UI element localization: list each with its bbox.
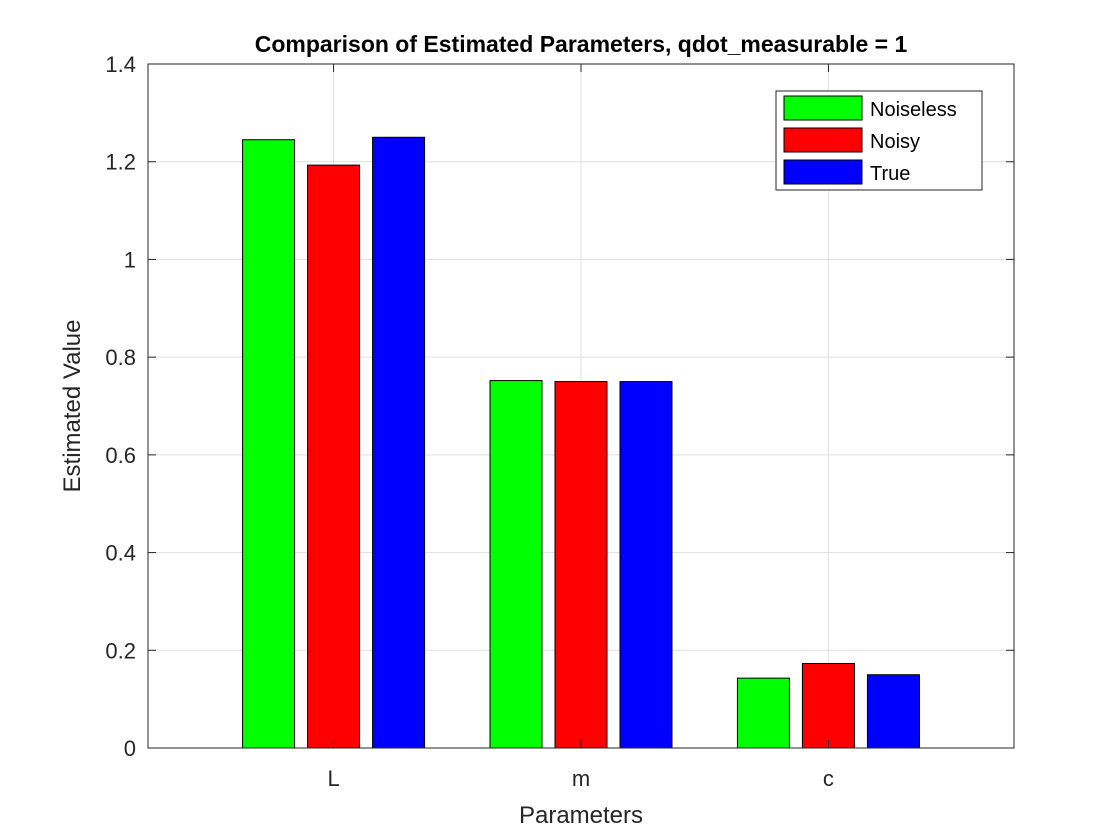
y-tick-label: 1.2	[105, 150, 136, 175]
bar-noisy-L	[307, 164, 361, 749]
bar-true-c	[866, 674, 920, 749]
legend-swatch-noiseless	[783, 95, 863, 121]
bar-noiseless-c	[736, 677, 790, 749]
bar-noiseless-L	[242, 139, 296, 749]
y-tick-label: 1.4	[105, 52, 136, 77]
y-tick-label: 0.2	[105, 638, 136, 663]
y-tick-label: 0	[124, 736, 136, 761]
legend-label-noisy: Noisy	[870, 131, 920, 153]
legend-swatch-true	[783, 159, 863, 185]
x-tick-label: L	[327, 766, 339, 791]
y-tick-label: 0.4	[105, 541, 136, 566]
y-tick-label: 0.8	[105, 345, 136, 370]
x-tick-label: m	[572, 766, 590, 791]
y-tick-label: 1	[124, 247, 136, 272]
x-axis-label: Parameters	[519, 802, 643, 829]
x-tick-label: c	[823, 766, 834, 791]
y-tick-label: 0.6	[105, 443, 136, 468]
legend-swatch-noisy	[783, 127, 863, 153]
bar-true-L	[372, 136, 426, 749]
ticks-group: 0 0.2 0.4 0.6 0.8 1 1.2 1.4 L m c	[105, 52, 1014, 791]
legend-label-true: True	[870, 163, 910, 185]
bar-true-m	[619, 381, 673, 749]
bar-noiseless-m	[489, 380, 543, 749]
bar-noisy-m	[554, 381, 608, 749]
bars-group	[242, 136, 920, 749]
y-axis-label: Estimated Value	[59, 320, 86, 493]
legend: Noiseless Noisy True	[775, 90, 983, 191]
legend-label-noiseless: Noiseless	[870, 99, 957, 121]
bar-noisy-c	[801, 662, 855, 749]
chart-title: Comparison of Estimated Parameters, qdot…	[255, 31, 908, 57]
